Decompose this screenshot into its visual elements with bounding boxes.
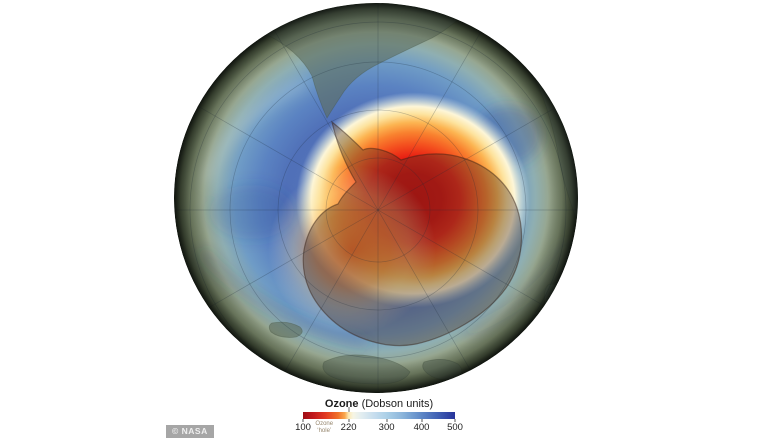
ozone-hole-annotation-line1: Ozone [315, 421, 334, 427]
colorbar-tick-label: 100 [295, 422, 311, 433]
nasa-watermark: © NASA [166, 425, 214, 438]
colorbar-tick-400 [421, 419, 423, 422]
colorbar [303, 412, 455, 419]
colorbar-wrap [302, 407, 456, 422]
colorbar-tick-label: 400 [413, 422, 430, 433]
ozone-hole-annotation-line2: ‘hole’ [317, 427, 332, 434]
legend-title-bold: Ozone [324, 398, 359, 410]
colorbar-tick-label: 300 [378, 422, 395, 433]
legend-title-units: (Dobson units) [358, 398, 434, 410]
legend-title: Ozone (Dobson units) [303, 398, 455, 410]
ozone-hole-annotation: Ozone ‘hole’ [315, 421, 333, 434]
colorbar-tick-100 [302, 419, 304, 422]
colorbar-tick-220 [348, 419, 350, 422]
colorbar-legend: Ozone (Dobson units) 100 220 300 400 500… [295, 398, 463, 436]
colorbar-tick-500 [454, 419, 456, 422]
colorbar-tick-label: 220 [340, 422, 357, 433]
colorbar-tick-label: 500 [447, 422, 463, 433]
colorbar-tick-220-above [348, 407, 350, 412]
globe-limb-shading [174, 3, 578, 393]
colorbar-labels: 100 220 300 400 500 Ozone ‘hole’ [295, 421, 463, 436]
colorbar-tick-300 [386, 419, 388, 422]
